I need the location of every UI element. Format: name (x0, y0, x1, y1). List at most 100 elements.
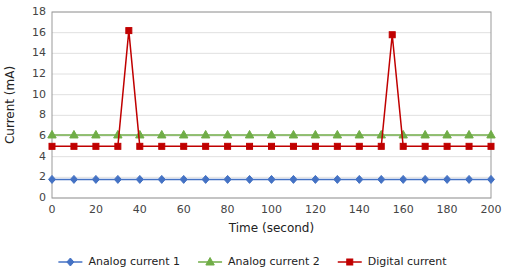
data-point (245, 130, 253, 138)
data-point (465, 130, 473, 138)
data-point (422, 143, 428, 149)
data-point (159, 143, 165, 149)
chart: 0246810121416180204060801001201401601802… (0, 0, 505, 280)
data-point (378, 175, 385, 183)
data-point (223, 130, 231, 138)
data-point (49, 175, 56, 183)
x-tick-label: 40 (133, 203, 147, 216)
y-tick-label: 8 (39, 108, 46, 121)
data-point (247, 143, 253, 149)
data-point (269, 143, 275, 149)
x-tick-label: 80 (221, 203, 235, 216)
data-point (267, 130, 275, 138)
data-point (92, 130, 100, 138)
x-tick-label: 0 (49, 203, 56, 216)
y-tick-label: 2 (39, 170, 46, 183)
data-point (137, 143, 143, 149)
data-point (444, 143, 450, 149)
x-axis-label: Time (second) (228, 221, 314, 235)
legend-marker (206, 258, 214, 266)
data-point (202, 175, 209, 183)
data-point (400, 175, 407, 183)
data-point (201, 130, 209, 138)
data-point (70, 175, 77, 183)
y-tick-label: 18 (32, 5, 46, 18)
x-tick-label: 20 (89, 203, 103, 216)
data-point (399, 130, 407, 138)
data-point (466, 175, 473, 183)
data-point (400, 143, 406, 149)
x-tick-label: 120 (305, 203, 326, 216)
y-axis-label: Current (mA) (3, 66, 17, 144)
data-point (115, 143, 121, 149)
data-point (444, 175, 451, 183)
data-point (246, 175, 253, 183)
grid-line (52, 115, 491, 116)
data-point (93, 143, 99, 149)
data-point (488, 143, 494, 149)
x-tick-label: 100 (261, 203, 282, 216)
x-tick-label: 180 (437, 203, 458, 216)
data-point (487, 130, 495, 138)
grid-line (52, 74, 491, 75)
data-point (224, 175, 231, 183)
series-line (52, 31, 491, 147)
data-point (181, 143, 187, 149)
legend: Analog current 1 Analog current 2 Digital … (58, 255, 447, 268)
data-point (389, 32, 395, 38)
data-point (488, 175, 495, 183)
data-point (333, 130, 341, 138)
data-point (114, 175, 121, 183)
data-point (356, 143, 362, 149)
data-point (126, 28, 132, 34)
grid-line (52, 94, 491, 95)
data-point (356, 175, 363, 183)
y-tick-label: 0 (39, 191, 46, 204)
legend-item: Digital current (338, 255, 448, 268)
data-point (334, 175, 341, 183)
legend-label: Analog current 1 (88, 255, 180, 268)
data-point (422, 175, 429, 183)
y-tick-label: 4 (39, 150, 46, 163)
grid-line (52, 156, 491, 157)
y-tick-label: 12 (32, 67, 46, 80)
data-point (158, 175, 165, 183)
grid-line (52, 32, 491, 33)
x-tick-label: 140 (349, 203, 370, 216)
data-point (114, 130, 122, 138)
y-tick-label: 6 (39, 129, 46, 142)
data-point (290, 143, 296, 149)
data-point (136, 175, 143, 183)
plot-area (48, 28, 495, 184)
legend-item: Analog current 1 (58, 255, 180, 268)
data-point (180, 175, 187, 183)
data-point (290, 175, 297, 183)
plot-frame (52, 12, 491, 198)
data-point (92, 175, 99, 183)
data-point (312, 175, 319, 183)
x-tick-label: 160 (393, 203, 414, 216)
data-point (49, 143, 55, 149)
data-point (71, 143, 77, 149)
data-point (180, 130, 188, 138)
legend-marker (347, 259, 353, 265)
legend-label: Analog current 2 (228, 255, 320, 268)
data-point (289, 130, 297, 138)
y-tick-label: 16 (32, 26, 46, 39)
y-tick-label: 14 (32, 46, 46, 59)
data-point (158, 130, 166, 138)
legend-item: Analog current 2 (198, 255, 320, 268)
legend-label: Digital current (368, 255, 448, 268)
data-point (443, 130, 451, 138)
data-point (421, 130, 429, 138)
x-tick-label: 60 (177, 203, 191, 216)
grid-line (52, 53, 491, 54)
data-point (377, 130, 385, 138)
legend-marker (67, 258, 74, 266)
data-point (225, 143, 231, 149)
data-point (268, 175, 275, 183)
data-point (48, 130, 56, 138)
data-point (311, 130, 319, 138)
data-point (203, 143, 209, 149)
data-point (334, 143, 340, 149)
